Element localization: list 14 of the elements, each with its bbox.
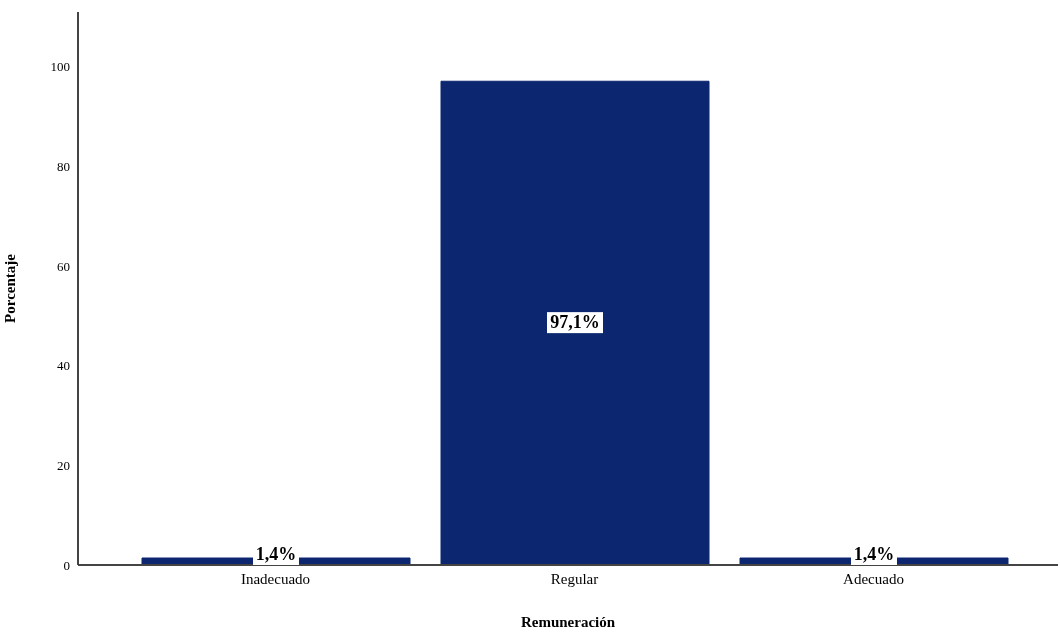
data-label: 1,4% xyxy=(853,544,895,564)
x-tick-label: Adecuado xyxy=(843,570,904,587)
x-axis-title: Remuneración xyxy=(520,614,616,630)
y-tick-label: 20 xyxy=(57,457,70,473)
data-label: 1,4% xyxy=(255,544,297,564)
y-tick-label: 40 xyxy=(57,358,70,374)
y-tick-label: 0 xyxy=(63,557,70,573)
x-tick-label: Regular xyxy=(550,570,599,587)
y-tick-label: 100 xyxy=(50,59,70,75)
x-tick-label: Inadecuado xyxy=(240,570,311,587)
y-axis-title: Porcentaje xyxy=(2,253,19,323)
y-tick-label: 80 xyxy=(57,159,70,175)
data-label: 97,1% xyxy=(550,312,600,333)
y-tick-label: 60 xyxy=(57,258,70,274)
